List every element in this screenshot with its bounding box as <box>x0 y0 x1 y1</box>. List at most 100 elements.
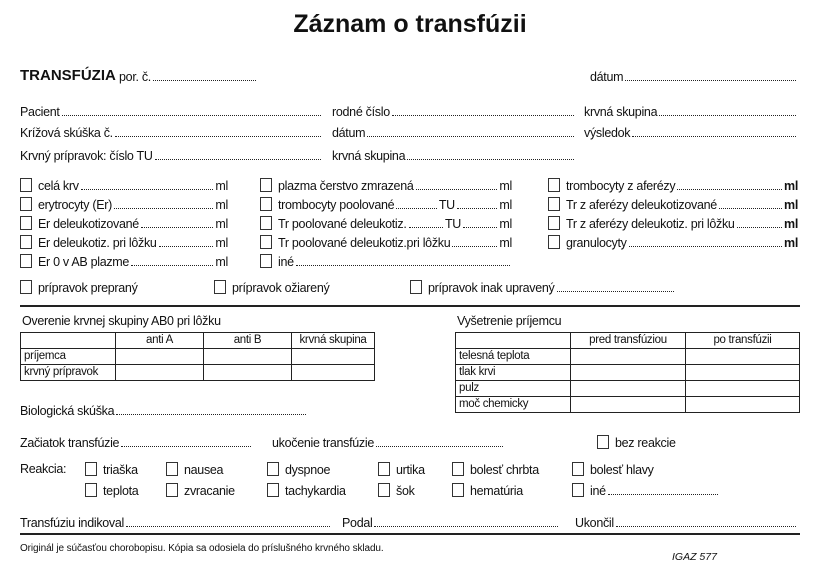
reaction-checkbox[interactable]: šok <box>378 482 415 498</box>
reaction-checkbox[interactable]: hematúria <box>452 482 523 498</box>
cell[interactable] <box>115 348 204 365</box>
checkbox[interactable] <box>166 462 178 476</box>
product-checkbox[interactable]: erytrocyty (Er) ml <box>20 196 228 212</box>
checkbox[interactable] <box>214 280 226 294</box>
cell[interactable] <box>291 348 375 365</box>
checkbox[interactable] <box>85 462 97 476</box>
product-checkbox[interactable]: Er deleukotizované ml <box>20 215 228 231</box>
crossmatch-date-field[interactable]: dátum <box>332 124 576 140</box>
unit: ml <box>215 236 228 250</box>
checkbox[interactable] <box>20 235 32 249</box>
transfusion-label: TRANSFÚZIA <box>20 67 116 84</box>
reaction-checkbox[interactable]: bolesť chrbta <box>452 461 539 477</box>
product-checkbox[interactable]: granulocyty ml <box>548 234 798 250</box>
checkbox[interactable] <box>20 178 32 192</box>
checkbox[interactable] <box>85 483 97 497</box>
washed-checkbox[interactable]: prípravok prepraný <box>20 279 138 295</box>
reaction-checkbox[interactable]: urtika <box>378 461 425 477</box>
checkbox[interactable] <box>166 483 178 497</box>
cell[interactable] <box>203 364 292 381</box>
cell[interactable] <box>685 364 800 381</box>
product-checkbox[interactable]: Tr z aferézy deleukotiz. pri lôžku ml <box>548 215 798 231</box>
product-blood-group-field[interactable]: krvná skupina <box>332 147 576 163</box>
reaction-checkbox[interactable]: triaška <box>85 461 138 477</box>
finished-by-field[interactable]: Ukončil <box>575 514 798 530</box>
product-checkbox[interactable]: Tr poolované deleukotiz. TU ml <box>260 215 512 231</box>
checkbox[interactable] <box>20 280 32 294</box>
checkbox[interactable] <box>378 462 390 476</box>
reaction-checkbox[interactable]: nausea <box>166 461 224 477</box>
product-checkbox[interactable]: iné <box>260 253 512 269</box>
product-checkbox[interactable]: Tr poolované deleukotiz.pri lôžku ml <box>260 234 512 250</box>
crossmatch-label: Krížová skúška č. <box>20 126 113 140</box>
given-by-field[interactable]: Podal <box>342 514 560 530</box>
start-field[interactable]: Začiatok transfúzie <box>20 434 253 450</box>
reaction-checkbox[interactable]: dyspnoe <box>267 461 330 477</box>
indicated-by-field[interactable]: Transfúziu indikoval <box>20 514 332 530</box>
checkbox[interactable] <box>378 483 390 497</box>
result-field[interactable]: výsledok <box>584 124 798 140</box>
checkbox[interactable] <box>260 235 272 249</box>
biological-test-field[interactable]: Biologická skúška <box>20 402 308 418</box>
patient-field[interactable]: Pacient <box>20 103 323 119</box>
checkbox[interactable] <box>20 197 32 211</box>
checkbox[interactable] <box>548 178 560 192</box>
product-checkbox[interactable]: plazma čerstvo zmrazená ml <box>260 177 512 193</box>
product-checkbox[interactable]: trombocyty poolované TU ml <box>260 196 512 212</box>
cell[interactable] <box>570 348 686 365</box>
otherwise-modified-checkbox[interactable]: prípravok inak upravený <box>410 279 676 295</box>
checkbox[interactable] <box>267 483 279 497</box>
reaction-checkbox[interactable]: bolesť hlavy <box>572 461 654 477</box>
checkbox[interactable] <box>452 483 464 497</box>
cell[interactable] <box>685 380 800 397</box>
blood-group-field[interactable]: krvná skupina <box>584 103 798 119</box>
product-label: trombocyty z aferézy <box>566 179 676 193</box>
checkbox[interactable] <box>260 254 272 268</box>
product-checkbox[interactable]: Er deleukotiz. pri lôžku ml <box>20 234 228 250</box>
product-checkbox[interactable]: Tr z aferézy deleukotizované ml <box>548 196 798 212</box>
cell[interactable] <box>203 348 292 365</box>
unit: ml <box>499 198 512 212</box>
checkbox[interactable] <box>548 235 560 249</box>
checkbox[interactable] <box>260 178 272 192</box>
checkbox[interactable] <box>572 483 584 497</box>
reaction-checkbox[interactable]: iné <box>572 482 720 498</box>
checkbox[interactable] <box>548 197 560 211</box>
cell[interactable] <box>570 396 686 413</box>
irradiated-checkbox[interactable]: prípravok ožiarený <box>214 279 330 295</box>
cell[interactable] <box>570 380 686 397</box>
no-reaction-checkbox[interactable]: bez reakcie <box>597 434 676 450</box>
footer-note: Originál je súčasťou chorobopisu. Kópia … <box>20 543 384 554</box>
result-label: výsledok <box>584 126 631 140</box>
cell[interactable] <box>685 348 800 365</box>
checkbox[interactable] <box>20 254 32 268</box>
product-checkbox[interactable]: Er 0 v AB plazme ml <box>20 253 228 269</box>
checkbox[interactable] <box>410 280 422 294</box>
reaction-checkbox[interactable]: teplota <box>85 482 139 498</box>
cell[interactable] <box>291 364 375 381</box>
checkbox[interactable] <box>260 197 272 211</box>
unit: TU <box>438 198 455 212</box>
checkbox[interactable] <box>572 462 584 476</box>
checkbox[interactable] <box>260 216 272 230</box>
checkbox[interactable] <box>20 216 32 230</box>
checkbox[interactable] <box>267 462 279 476</box>
cell[interactable] <box>685 396 800 413</box>
transfusion-number-field[interactable]: TRANSFÚZIA por. č. <box>20 66 258 84</box>
reaction-option: bolesť chrbta <box>470 463 539 477</box>
birth-number-field[interactable]: rodné číslo <box>332 103 576 119</box>
product-checkbox[interactable]: celá krv ml <box>20 177 228 193</box>
crossmatch-field[interactable]: Krížová skúška č. <box>20 124 323 140</box>
end-field[interactable]: ukočenie transfúzie <box>272 434 505 450</box>
product-tu-field[interactable]: Krvný prípravok: číslo TU <box>20 147 323 163</box>
reaction-checkbox[interactable]: tachykardia <box>267 482 346 498</box>
reaction-label: Reakcia: <box>20 462 67 476</box>
product-checkbox[interactable]: trombocyty z aferézy ml <box>548 177 798 193</box>
cell[interactable] <box>115 364 204 381</box>
date-field[interactable]: dátum <box>590 68 798 84</box>
reaction-checkbox[interactable]: zvracanie <box>166 482 235 498</box>
checkbox[interactable] <box>452 462 464 476</box>
cell[interactable] <box>570 364 686 381</box>
checkbox[interactable] <box>548 216 560 230</box>
checkbox[interactable] <box>597 435 609 449</box>
